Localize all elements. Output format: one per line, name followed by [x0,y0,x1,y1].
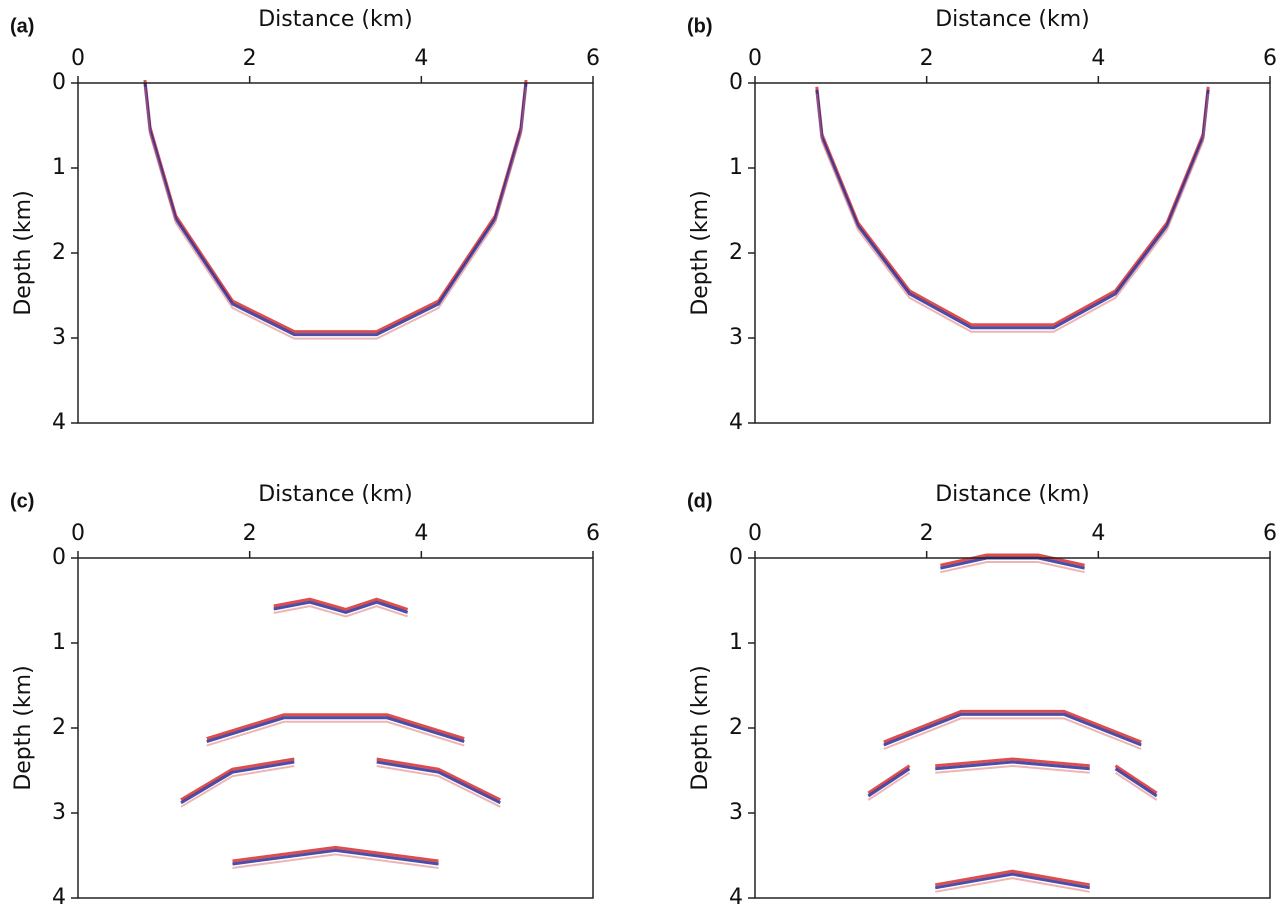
wavefront-blue [867,767,911,798]
seismic-image [180,597,501,869]
wavefront-red [883,709,1142,744]
wavefront-blue [232,848,439,866]
wavefront-red [232,853,439,869]
wavefront-blue [815,89,1210,330]
y-tick-label: 0 [52,545,66,570]
y-tick-label: 1 [729,630,743,655]
wavefront-red [206,720,465,747]
wavefront-red [143,79,528,334]
wavefront-red [1114,771,1158,801]
x-tick-label: 2 [920,46,934,71]
plot-frame [77,82,594,424]
y-tick-label: 4 [729,885,743,906]
wavefront-red [815,86,1210,327]
panel-label: (b) [687,15,713,37]
x-axis-label: Distance (km) [258,482,413,507]
x-tick-label: 6 [586,521,600,546]
wavefront-blue [934,872,1091,890]
wavefront-red [815,93,1210,333]
panel-label: (d) [687,490,713,512]
wavefront-red [232,845,439,863]
x-tick-label: 6 [586,46,600,71]
x-tick-label: 0 [71,521,85,546]
y-axis-label: Depth (km) [11,665,36,790]
y-tick-label: 1 [52,155,66,180]
wavefront-red [867,764,911,795]
x-axis-label: Distance (km) [258,7,413,32]
wavefront-red [934,869,1091,887]
seismic-image [143,79,528,340]
y-tick-label: 3 [729,800,743,825]
y-tick-label: 0 [729,545,743,570]
wavefront-red [940,553,1085,567]
x-tick-label: 0 [748,46,762,71]
y-tick-label: 3 [52,800,66,825]
y-tick-label: 3 [729,325,743,350]
x-axis-label: Distance (km) [935,482,1090,507]
y-axis-label: Depth (km) [11,190,36,315]
y-tick-label: 4 [52,885,66,906]
x-tick-label: 2 [243,46,257,71]
seismic-image [867,553,1158,893]
x-axis-label: Distance (km) [935,7,1090,32]
wavefront-red [883,717,1142,750]
wavefront-red [940,561,1085,574]
wavefront-red [867,771,911,801]
wavefront-red [1114,764,1158,795]
wavefront-red [180,757,295,802]
panel-label: (c) [10,490,34,512]
wavefront-red [376,765,501,808]
y-tick-label: 0 [52,70,66,95]
x-tick-label: 0 [748,521,762,546]
wavefront-blue [1114,767,1158,798]
x-tick-label: 4 [414,521,428,546]
x-tick-label: 6 [1263,46,1277,71]
wavefront-red [273,605,408,618]
wavefront-blue [376,760,501,805]
x-tick-label: 0 [71,46,85,71]
y-tick-label: 4 [729,410,743,435]
wavefront-red [143,86,528,340]
x-tick-label: 4 [1091,521,1105,546]
x-tick-label: 4 [414,46,428,71]
wavefront-blue [273,600,409,614]
seismic-image [815,86,1210,333]
x-tick-label: 2 [243,521,257,546]
wavefront-red [180,765,295,808]
wavefront-blue [935,760,1090,771]
y-tick-label: 0 [729,70,743,95]
panel-label: (a) [10,15,34,37]
wavefront-blue [206,716,465,744]
wavefront-red [935,764,1090,774]
y-tick-label: 2 [52,715,66,740]
y-tick-label: 1 [52,630,66,655]
y-axis-label: Depth (km) [688,190,713,315]
wavefront-red [273,597,409,611]
wavefront-red [376,757,501,802]
wavefront-red [206,713,465,741]
y-axis-label: Depth (km) [688,665,713,790]
x-tick-label: 2 [920,521,934,546]
plot-frame [754,82,1271,424]
x-tick-label: 4 [1091,46,1105,71]
wavefront-red [935,757,1090,768]
y-tick-label: 2 [52,240,66,265]
y-tick-label: 2 [729,240,743,265]
wavefront-blue [883,712,1142,747]
wavefront-blue [143,82,528,337]
x-tick-label: 6 [1263,521,1277,546]
y-tick-label: 4 [52,410,66,435]
wavefront-blue [180,760,295,805]
plot-frame [754,557,1271,899]
y-tick-label: 1 [729,155,743,180]
wavefront-red [935,877,1090,893]
y-tick-label: 3 [52,325,66,350]
y-tick-label: 2 [729,715,743,740]
